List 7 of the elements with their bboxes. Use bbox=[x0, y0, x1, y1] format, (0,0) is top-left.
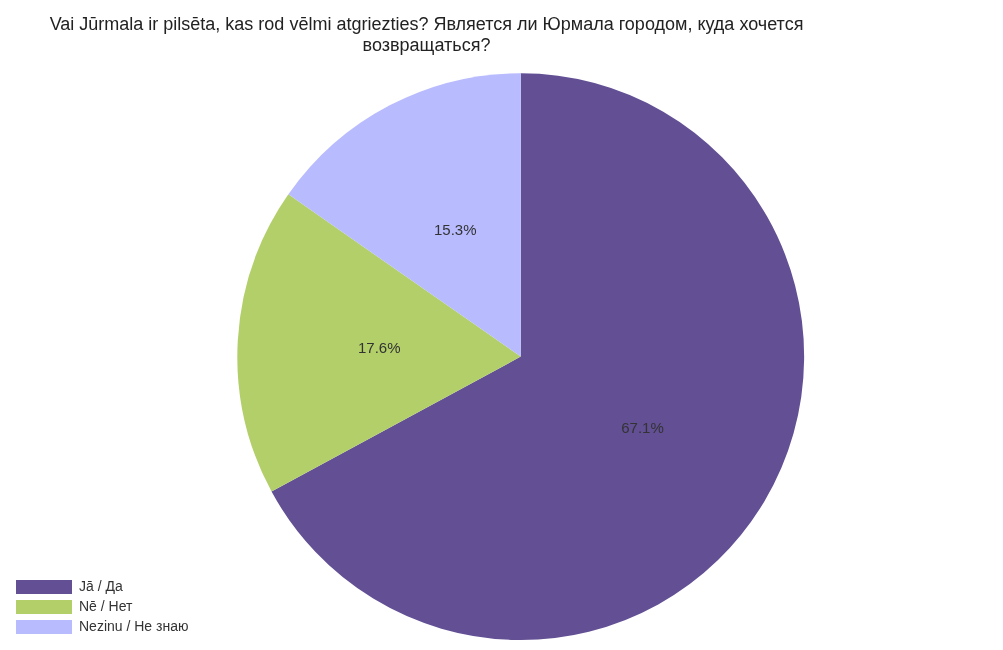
data-label: 17.6% bbox=[357, 338, 401, 356]
data-label: 15.3% bbox=[433, 221, 477, 239]
chart-title: Vai Jūrmala ir pilsēta, kas rod vēlmi atgriezties? Является ли Юрмала городом, куда хочется возвращаться? bbox=[49, 13, 804, 56]
legend-label: Jā / Да bbox=[79, 577, 123, 594]
legend-label: Nē / Нет bbox=[79, 597, 133, 614]
legend-label: Nezinu / Не знаю bbox=[79, 617, 189, 634]
data-label: 67.1% bbox=[621, 419, 664, 437]
